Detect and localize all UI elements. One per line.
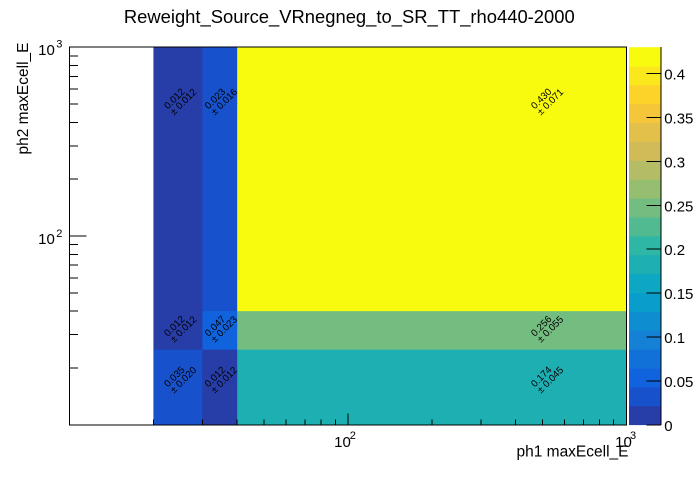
svg-text:ph1 maxEcell_E: ph1 maxEcell_E — [516, 443, 628, 460]
svg-text:10: 10 — [38, 42, 55, 59]
svg-text:2: 2 — [350, 430, 356, 442]
svg-text:10: 10 — [615, 434, 632, 451]
svg-text:0.2: 0.2 — [664, 242, 685, 259]
svg-text:0.35: 0.35 — [664, 111, 693, 128]
svg-text:Reweight_Source_VRnegneg_to_SR: Reweight_Source_VRnegneg_to_SR_TT_rho440… — [124, 6, 575, 28]
svg-text:10: 10 — [38, 231, 55, 248]
svg-text:0.1: 0.1 — [664, 330, 685, 347]
svg-text:0.25: 0.25 — [664, 198, 693, 215]
svg-text:10: 10 — [334, 434, 351, 451]
svg-text:0.15: 0.15 — [664, 286, 693, 303]
svg-text:0.3: 0.3 — [664, 154, 685, 171]
svg-text:0.4: 0.4 — [664, 67, 685, 84]
svg-text:ph2 maxEcell_E: ph2 maxEcell_E — [15, 43, 32, 155]
svg-text:0.05: 0.05 — [664, 374, 693, 391]
svg-text:3: 3 — [630, 430, 636, 442]
svg-text:0: 0 — [664, 418, 672, 435]
svg-text:3: 3 — [56, 39, 62, 51]
svg-text:2: 2 — [56, 228, 62, 240]
